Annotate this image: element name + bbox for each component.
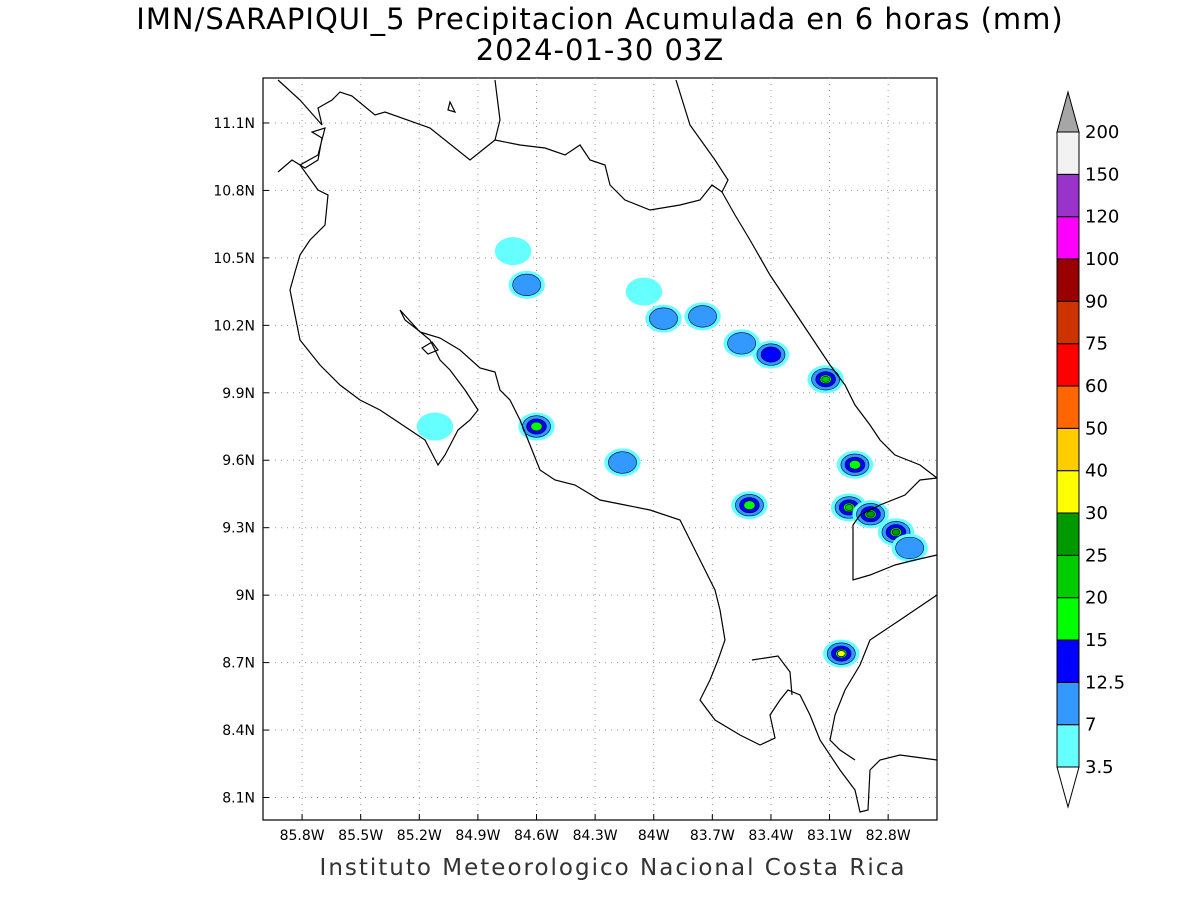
x-tick-label: 83.1W bbox=[807, 828, 852, 844]
x-tick-label: 85.8W bbox=[280, 828, 325, 844]
y-tick-label: 9N bbox=[236, 588, 255, 604]
precip-cell-level-15 bbox=[743, 500, 756, 510]
colorbar-swatch bbox=[1056, 639, 1080, 683]
colorbar-swatch bbox=[1056, 216, 1080, 260]
colorbar-swatch bbox=[1056, 385, 1080, 429]
y-tick-label: 11.1N bbox=[213, 116, 255, 132]
precip-cell-level-7 bbox=[608, 451, 637, 474]
x-tick-label: 84.6W bbox=[514, 828, 559, 844]
precip-cell-level-30 bbox=[837, 650, 846, 657]
precip-cell-level-15 bbox=[848, 460, 861, 470]
precip-cell-level-20 bbox=[821, 375, 830, 383]
coastline-golfo-dulce bbox=[751, 655, 793, 696]
coastline-gulf-nicoya bbox=[421, 341, 439, 355]
coastline-nicaragua bbox=[277, 79, 501, 161]
map-frame bbox=[262, 77, 938, 821]
lat-lon-grid bbox=[263, 78, 937, 820]
precip-cell-level-12.5 bbox=[760, 346, 782, 363]
precip-cell-level-25 bbox=[866, 510, 875, 518]
y-tick-label: 9.9N bbox=[222, 386, 255, 402]
x-tick-label: 83.4W bbox=[748, 828, 793, 844]
precip-cell-level-7 bbox=[688, 305, 717, 328]
precip-cell-level-3.5 bbox=[416, 412, 454, 441]
x-tick-label: 84.9W bbox=[455, 828, 500, 844]
colorbar-swatch bbox=[1056, 597, 1080, 641]
map-title: IMN/SARAPIQUI_5 Precipitacion Acumulada … bbox=[136, 2, 1064, 36]
colorbar-under-arrow bbox=[1056, 766, 1080, 809]
coastline-caribbean bbox=[494, 79, 938, 479]
colorbar-over-arrow bbox=[1056, 90, 1080, 133]
colorbar-level-label: 60 bbox=[1085, 376, 1108, 397]
precip-cell-level-7 bbox=[512, 273, 542, 296]
colorbar-level-label: 90 bbox=[1085, 291, 1108, 312]
colorbar-level-label: 50 bbox=[1085, 418, 1108, 439]
x-tick-label: 85.5W bbox=[338, 828, 383, 844]
x-tick-label: 85.2W bbox=[397, 828, 442, 844]
precipitation-shading bbox=[416, 237, 928, 668]
colorbar-level-label: 75 bbox=[1085, 334, 1108, 355]
x-tick-label: 83.7W bbox=[690, 828, 735, 844]
colorbar-level-label: 30 bbox=[1085, 503, 1108, 524]
precip-cell-level-7 bbox=[727, 332, 756, 355]
colorbar-swatch bbox=[1056, 724, 1080, 768]
y-tick-label: 9.3N bbox=[222, 521, 255, 537]
precip-cell-level-25 bbox=[891, 528, 901, 536]
colorbar-swatch bbox=[1056, 300, 1080, 345]
colorbar-swatch bbox=[1056, 554, 1080, 599]
colorbar-level-label: 12.5 bbox=[1085, 672, 1125, 693]
x-tick-label: 82.8W bbox=[866, 828, 911, 844]
colorbar-level-label: 120 bbox=[1085, 207, 1119, 228]
colorbar-swatch bbox=[1056, 512, 1080, 556]
colorbar-level-label: 150 bbox=[1085, 164, 1119, 185]
map-axes: 85.8W 85.5W 85.2W 84.9W 84.6W 84.3W 84W 83.7W 83… bbox=[213, 116, 910, 844]
border-panama bbox=[852, 477, 938, 581]
colorbar-swatch bbox=[1056, 470, 1080, 514]
x-tick-label: 84.3W bbox=[573, 828, 618, 844]
colorbar-level-label: 25 bbox=[1085, 545, 1108, 566]
y-tick-label: 10.2N bbox=[213, 318, 255, 334]
colorbar-level-label: 40 bbox=[1085, 461, 1108, 482]
precip-cell-level-15 bbox=[530, 421, 543, 432]
precip-cell-level-7 bbox=[895, 536, 924, 560]
x-tick-label: 84W bbox=[638, 828, 670, 844]
colorbar-level-label: 15 bbox=[1085, 630, 1108, 651]
y-tick-label: 10.5N bbox=[213, 251, 255, 267]
colorbar-swatch bbox=[1056, 131, 1080, 175]
precip-cell-level-7 bbox=[649, 307, 678, 330]
colorbar-swatch bbox=[1056, 427, 1080, 472]
colorbar-swatch bbox=[1056, 258, 1080, 302]
coastline-pacific bbox=[277, 127, 938, 813]
y-tick-label: 9.6N bbox=[222, 453, 255, 469]
precip-cell-level-3.5 bbox=[625, 277, 663, 306]
colorbar-swatch bbox=[1056, 173, 1080, 218]
colorbar-level-label: 200 bbox=[1085, 122, 1119, 143]
institution-footer: Instituto Meteorologico Nacional Costa R… bbox=[319, 855, 907, 881]
coastline-islet bbox=[447, 100, 457, 113]
y-tick-label: 10.8N bbox=[213, 183, 255, 199]
colorbar-level-label: 3.5 bbox=[1085, 757, 1114, 778]
y-tick-label: 8.4N bbox=[222, 723, 255, 739]
coastline-outline bbox=[277, 79, 938, 813]
colorbar-legend: 3.5 7 12.5 15 20 25 30 40 50 60 75 90 100 120 150 200 bbox=[1056, 90, 1125, 809]
precip-cell-level-3.5 bbox=[494, 237, 532, 266]
colorbar-swatch bbox=[1056, 681, 1080, 726]
colorbar-swatch bbox=[1056, 343, 1080, 387]
colorbar-level-label: 20 bbox=[1085, 588, 1108, 609]
y-tick-label: 8.7N bbox=[222, 656, 255, 672]
colorbar-level-label: 100 bbox=[1085, 249, 1119, 270]
precip-cell-level-20 bbox=[844, 504, 854, 511]
colorbar-level-label: 7 bbox=[1085, 715, 1096, 736]
coastline-panama-pacific bbox=[829, 594, 938, 761]
y-tick-label: 8.1N bbox=[222, 791, 255, 807]
map-subtitle-date: 2024-01-30 03Z bbox=[475, 33, 725, 67]
